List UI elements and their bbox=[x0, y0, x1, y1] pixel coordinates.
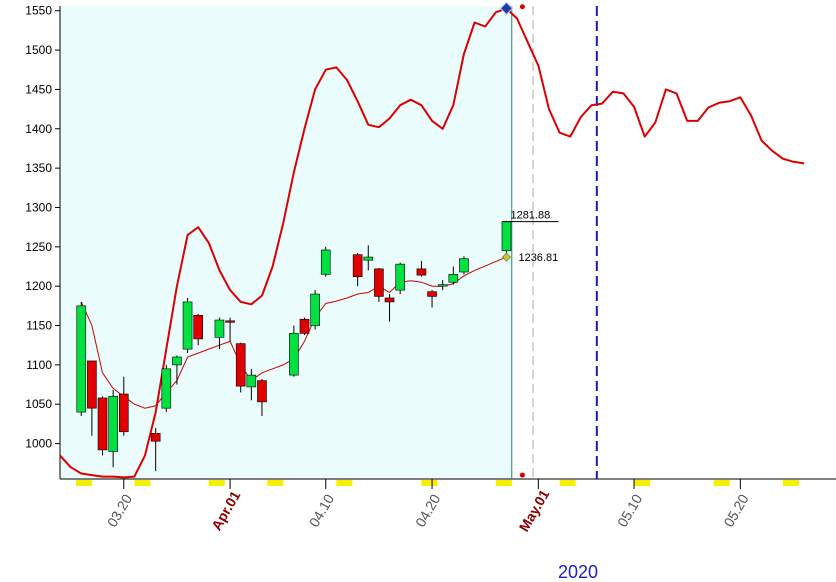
candle-body bbox=[501, 221, 512, 252]
year-label: 2020 bbox=[558, 562, 598, 582]
candle-body bbox=[118, 393, 129, 433]
candle-body bbox=[257, 380, 267, 403]
candle-body bbox=[193, 314, 203, 340]
candle-body bbox=[225, 320, 235, 323]
candle-body bbox=[395, 263, 405, 291]
x-axis-yellow-block bbox=[421, 480, 438, 486]
markers-layer bbox=[499, 1, 525, 478]
y-tick-label: 1250 bbox=[25, 240, 52, 254]
candle-body bbox=[363, 256, 374, 261]
y-tick-label: 1450 bbox=[25, 82, 52, 96]
candle-body bbox=[97, 397, 108, 451]
y-tick-label: 1300 bbox=[25, 200, 52, 214]
x-axis-yellow-block bbox=[782, 480, 799, 486]
candle-body bbox=[246, 374, 257, 388]
candle-body bbox=[427, 291, 437, 297]
x-axis-yellow-block bbox=[495, 480, 512, 486]
x-axis-yellow-block bbox=[634, 480, 651, 486]
candle-body bbox=[161, 368, 172, 409]
y-tick-label: 1400 bbox=[25, 122, 52, 136]
y-tick-label: 1050 bbox=[25, 397, 52, 411]
candle-body bbox=[87, 360, 97, 409]
y-tick-label: 1000 bbox=[25, 437, 52, 451]
series-layer bbox=[59, 7, 805, 479]
close-marker bbox=[501, 252, 512, 262]
annotations-layer: 1281.88 1236.81 bbox=[502, 210, 559, 264]
annotation-label: 1236.81 bbox=[518, 252, 558, 264]
x-axis-yellow-block bbox=[559, 480, 576, 486]
projection-line bbox=[59, 7, 805, 479]
x-axis-yellow-block bbox=[336, 480, 353, 486]
candle-body bbox=[289, 333, 299, 376]
diamond-marker bbox=[499, 1, 514, 16]
y-tick-label: 1200 bbox=[25, 279, 52, 293]
candle-body bbox=[320, 249, 331, 275]
reference-lines bbox=[511, 6, 598, 479]
candle-body bbox=[299, 318, 310, 334]
candle-body bbox=[235, 343, 246, 387]
candle-body bbox=[310, 293, 320, 326]
candle-body bbox=[374, 268, 384, 297]
candle-body bbox=[416, 268, 427, 276]
x-axis-yellow-block bbox=[75, 480, 92, 486]
candle-body bbox=[448, 274, 459, 283]
y-tick-label: 1150 bbox=[26, 319, 52, 333]
y-tick-label: 1350 bbox=[25, 161, 52, 175]
history-shaded-region bbox=[60, 6, 512, 479]
candle-body bbox=[172, 356, 182, 366]
candle-body bbox=[352, 254, 363, 278]
candle-body bbox=[182, 301, 193, 350]
x-axis-yellow-block bbox=[713, 480, 730, 486]
candle-body bbox=[437, 284, 448, 287]
x-axis-yellow-block bbox=[208, 480, 225, 486]
y-axis: 1000 1050 1100 1150 1200 1250 1300 1350 1400 1450… bbox=[25, 4, 61, 479]
y-tick-label: 1550 bbox=[25, 4, 52, 18]
y-tick-label: 1500 bbox=[25, 43, 52, 57]
candle-body bbox=[150, 433, 161, 442]
annotation-label: 1281.88 bbox=[510, 210, 550, 222]
candle-body bbox=[214, 319, 225, 338]
dot-marker bbox=[519, 472, 525, 478]
x-axis-yellow-block bbox=[134, 480, 151, 486]
dot-marker bbox=[519, 4, 525, 10]
candles-layer bbox=[76, 220, 512, 472]
y-tick-label: 1100 bbox=[26, 358, 52, 372]
moving-average-line bbox=[80, 256, 507, 409]
candle-body bbox=[76, 305, 87, 413]
candle-body bbox=[459, 258, 469, 273]
candle-body bbox=[108, 396, 118, 452]
candle-body bbox=[384, 297, 395, 303]
x-axis-yellow-block bbox=[267, 480, 284, 486]
